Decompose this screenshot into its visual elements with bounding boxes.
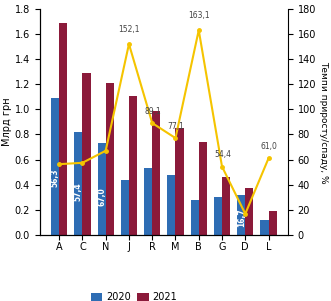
Text: 152,1: 152,1 [118,25,140,34]
Bar [74,132,82,235]
Bar [268,211,277,235]
Bar [129,96,137,235]
Text: 54,4: 54,4 [214,150,231,159]
Text: 56,3: 56,3 [51,168,60,187]
Text: 89,1: 89,1 [144,107,161,116]
Bar [106,83,114,235]
Y-axis label: Млрд грн: Млрд грн [2,98,12,146]
Bar [237,195,245,235]
Text: 163,1: 163,1 [188,11,210,20]
Bar [51,98,59,235]
Bar [245,188,254,235]
Text: 77,1: 77,1 [167,122,184,131]
Text: 57,4: 57,4 [74,182,83,201]
Text: 61,0: 61,0 [260,142,277,151]
Bar [82,73,91,235]
Bar [214,197,222,235]
Bar [191,200,199,235]
Bar [144,168,152,235]
Bar [199,142,207,235]
Bar [260,220,268,235]
Bar [167,175,175,235]
Bar [59,23,67,235]
Text: 67,0: 67,0 [97,187,106,206]
Bar [152,111,160,235]
Bar [98,143,106,235]
Text: 16,7: 16,7 [237,209,246,227]
Bar [121,180,129,235]
Bar [222,177,230,235]
Bar [175,128,184,235]
Y-axis label: Темпи приросту/спаду, %: Темпи приросту/спаду, % [319,61,328,183]
